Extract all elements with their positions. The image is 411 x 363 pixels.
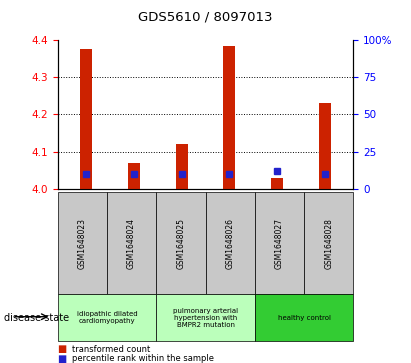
- Text: pulmonary arterial
hypertension with
BMPR2 mutation: pulmonary arterial hypertension with BMP…: [173, 307, 238, 328]
- Text: disease state: disease state: [4, 313, 69, 323]
- Text: ■: ■: [58, 354, 67, 363]
- Text: GSM1648028: GSM1648028: [324, 218, 333, 269]
- Bar: [175, 144, 187, 189]
- Bar: [224, 45, 236, 189]
- Bar: [128, 163, 140, 189]
- Bar: [319, 103, 331, 189]
- Text: GDS5610 / 8097013: GDS5610 / 8097013: [138, 11, 273, 24]
- Text: ■: ■: [58, 344, 67, 354]
- Text: percentile rank within the sample: percentile rank within the sample: [72, 354, 214, 363]
- Text: GSM1648027: GSM1648027: [275, 218, 284, 269]
- Text: GSM1648025: GSM1648025: [176, 218, 185, 269]
- Text: GSM1648026: GSM1648026: [226, 218, 235, 269]
- Text: healthy control: healthy control: [278, 315, 330, 321]
- Bar: [271, 178, 283, 189]
- Text: transformed count: transformed count: [72, 345, 150, 354]
- Text: GSM1648023: GSM1648023: [78, 218, 87, 269]
- Text: idiopathic dilated
cardiomyopathy: idiopathic dilated cardiomyopathy: [76, 311, 137, 324]
- Text: GSM1648024: GSM1648024: [127, 218, 136, 269]
- Bar: [80, 49, 92, 189]
